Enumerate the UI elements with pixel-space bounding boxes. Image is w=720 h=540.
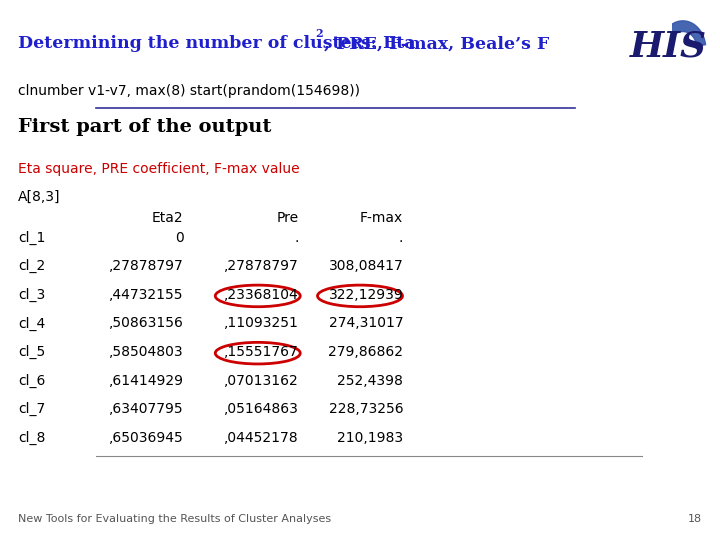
Text: ,63407795: ,63407795: [109, 402, 184, 416]
Text: ,65036945: ,65036945: [109, 431, 184, 445]
Text: ,27878797: ,27878797: [109, 259, 184, 273]
Text: 308,08417: 308,08417: [328, 259, 403, 273]
Text: ,58504803: ,58504803: [109, 345, 184, 359]
Text: 279,86862: 279,86862: [328, 345, 403, 359]
Text: ,11093251: ,11093251: [224, 316, 299, 330]
Text: , PRE, F-max, Beale’s F: , PRE, F-max, Beale’s F: [324, 35, 549, 52]
Text: A[8,3]: A[8,3]: [18, 190, 60, 204]
Text: Determining the number of clusters: Eta: Determining the number of clusters: Eta: [18, 35, 415, 52]
Text: 322,12939: 322,12939: [328, 288, 403, 302]
Text: Pre: Pre: [276, 211, 299, 225]
Text: 228,73256: 228,73256: [328, 402, 403, 416]
Text: ,44732155: ,44732155: [109, 288, 184, 302]
Text: ,27878797: ,27878797: [224, 259, 299, 273]
Text: 274,31017: 274,31017: [328, 316, 403, 330]
Text: ,05164863: ,05164863: [224, 402, 299, 416]
Text: cl_1: cl_1: [18, 231, 45, 245]
Text: cl_7: cl_7: [18, 402, 45, 416]
Text: 252,4398: 252,4398: [338, 374, 403, 388]
Text: HIS: HIS: [630, 30, 707, 64]
Text: Eta square, PRE coefficient, F-max value: Eta square, PRE coefficient, F-max value: [18, 162, 300, 176]
Text: cl_4: cl_4: [18, 316, 45, 330]
Text: cl_5: cl_5: [18, 345, 45, 359]
Text: .: .: [294, 231, 299, 245]
Text: 2: 2: [315, 28, 323, 39]
Text: cl_2: cl_2: [18, 259, 45, 273]
Text: clnumber v1-v7, max(8) start(prandom(154698)): clnumber v1-v7, max(8) start(prandom(154…: [18, 84, 360, 98]
Text: Eta2: Eta2: [152, 211, 184, 225]
Text: ,61414929: ,61414929: [109, 374, 184, 388]
Text: F-max: F-max: [360, 211, 403, 225]
Text: ,04452178: ,04452178: [224, 431, 299, 445]
Text: cl_6: cl_6: [18, 374, 45, 388]
Text: 210,1983: 210,1983: [337, 431, 403, 445]
Text: cl_8: cl_8: [18, 431, 45, 445]
Text: cl_3: cl_3: [18, 288, 45, 302]
Text: 18: 18: [688, 514, 702, 524]
Text: ,15551767: ,15551767: [224, 345, 299, 359]
Text: ,50863156: ,50863156: [109, 316, 184, 330]
Polygon shape: [660, 21, 706, 62]
Text: .: .: [399, 231, 403, 245]
Text: New Tools for Evaluating the Results of Cluster Analyses: New Tools for Evaluating the Results of …: [18, 514, 331, 524]
Text: ,23368104: ,23368104: [224, 288, 299, 302]
Text: First part of the output: First part of the output: [18, 118, 271, 136]
Text: 0: 0: [175, 231, 184, 245]
Text: ,07013162: ,07013162: [224, 374, 299, 388]
